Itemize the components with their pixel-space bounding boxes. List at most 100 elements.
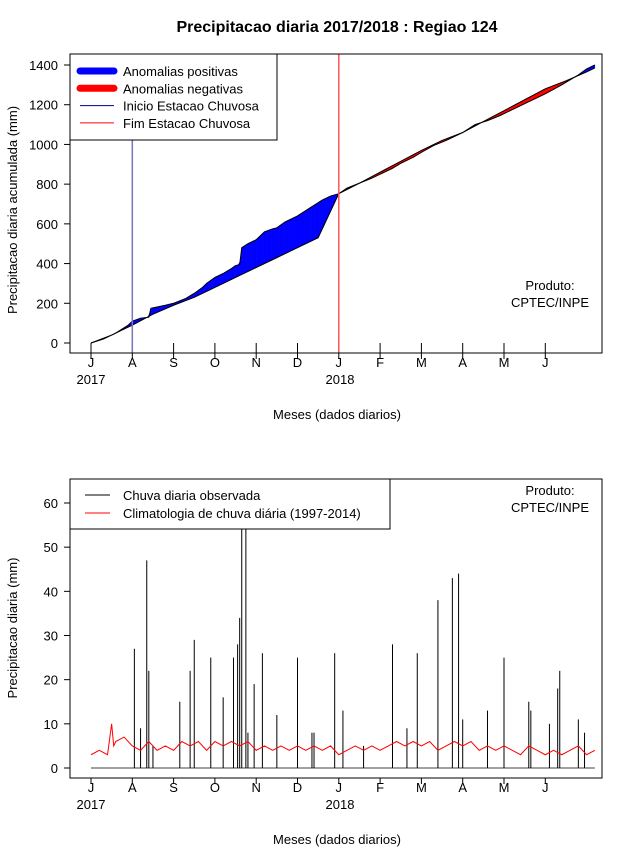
positive-anomaly-segment bbox=[309, 206, 312, 243]
positive-anomaly-segment bbox=[260, 232, 264, 266]
daily-x-tick-label: D bbox=[293, 780, 302, 795]
positive-anomaly-segment bbox=[246, 243, 249, 273]
cumulative-x-tick-label: M bbox=[499, 355, 510, 370]
positive-anomaly-segment bbox=[283, 220, 287, 255]
cumulative-y-tick-label: 1400 bbox=[29, 58, 58, 73]
cumulative-x-tick-label: J bbox=[542, 355, 549, 370]
positive-anomaly-segment bbox=[252, 240, 255, 270]
daily-y-tick-label: 20 bbox=[44, 673, 58, 688]
cumulative-x-tick-label: F bbox=[376, 355, 384, 370]
daily-x-tick-label: S bbox=[169, 780, 178, 795]
cumulative-x-axis-label: Meses (dados diarios) bbox=[273, 407, 401, 422]
positive-anomaly-segment bbox=[307, 207, 310, 244]
cumulative-x-tick-label: D bbox=[293, 355, 302, 370]
positive-anomaly-segment bbox=[279, 223, 283, 257]
positive-anomaly-segment bbox=[269, 228, 272, 262]
positive-anomaly-segment bbox=[258, 234, 262, 267]
daily-x-tick-label: M bbox=[499, 780, 510, 795]
positive-anomaly-segment bbox=[220, 273, 224, 285]
cumulative-x-tick-label: A bbox=[458, 355, 467, 370]
cumulative-x-tick-label: M bbox=[416, 355, 427, 370]
daily-y-tick-label: 0 bbox=[51, 761, 58, 776]
daily-x-tick-label: N bbox=[252, 780, 261, 795]
cumulative-y-tick-label: 400 bbox=[36, 257, 58, 272]
cumulative-y-tick-label: 800 bbox=[36, 177, 58, 192]
cumulative-y-tick-label: 600 bbox=[36, 217, 58, 232]
positive-anomaly-segment bbox=[225, 270, 228, 283]
daily-year-label-2017: 2017 bbox=[77, 797, 106, 812]
positive-anomaly-segment bbox=[319, 199, 323, 235]
positive-anomaly-segment bbox=[262, 231, 266, 265]
positive-anomaly-segment bbox=[281, 222, 285, 256]
positive-anomaly-segment bbox=[256, 236, 260, 268]
positive-anomaly-segment bbox=[216, 275, 220, 287]
daily-climatology-line bbox=[90, 723, 596, 756]
positive-anomaly-segment bbox=[304, 209, 308, 245]
cumulative-legend-label: Anomalias negativas bbox=[123, 81, 243, 96]
positive-anomaly-segment bbox=[296, 214, 300, 249]
positive-anomaly-segment bbox=[275, 226, 279, 259]
cumulative-y-tick-label: 200 bbox=[36, 296, 58, 311]
daily-year-label-2018: 2018 bbox=[326, 797, 355, 812]
positive-anomaly-segment bbox=[223, 271, 226, 284]
daily-x-axis-label: Meses (dados diarios) bbox=[273, 832, 401, 847]
daily-legend-label: Chuva diaria observada bbox=[123, 488, 261, 503]
positive-anomaly-segment bbox=[271, 228, 274, 261]
daily-x-tick-label: J bbox=[336, 780, 343, 795]
cumulative-x-tick-label: N bbox=[252, 355, 261, 370]
daily-x-tick-label: J bbox=[88, 780, 95, 795]
positive-anomaly-segment bbox=[244, 244, 247, 274]
cumulative-x-tick-label: J bbox=[336, 355, 343, 370]
chart-title: Precipitacao diaria 2017/2018 : Regiao 1… bbox=[176, 19, 497, 36]
cumulative-y-tick-label: 0 bbox=[51, 336, 58, 351]
daily-x-tick-label: A bbox=[458, 780, 467, 795]
positive-anomaly-segment bbox=[300, 211, 304, 247]
daily-x-tick-label: F bbox=[376, 780, 384, 795]
positive-anomaly-segment bbox=[250, 241, 253, 271]
cumulative-x-tick-label: S bbox=[169, 355, 178, 370]
daily-legend-label: Climatologia de chuva diária (1997-2014) bbox=[123, 506, 361, 521]
cumulative-x-tick-label: J bbox=[88, 355, 95, 370]
cumulative-x-tick-label: A bbox=[128, 355, 137, 370]
cumulative-legend-label: Anomalias positivas bbox=[123, 64, 238, 79]
cumulative-product-note-line2: CPTEC/INPE bbox=[511, 295, 589, 310]
cumulative-y-tick-label: 1000 bbox=[29, 137, 58, 152]
daily-legend bbox=[69, 478, 391, 530]
positive-anomaly-segment bbox=[265, 230, 268, 264]
observed-cumulative-line bbox=[90, 64, 596, 344]
positive-anomaly-segment bbox=[235, 264, 239, 278]
cumulative-product-note-line1: Produto: bbox=[525, 278, 574, 293]
positive-anomaly-segment bbox=[292, 216, 295, 251]
cumulative-year-label-2017: 2017 bbox=[77, 372, 106, 387]
daily-product-note-line1: Produto: bbox=[525, 483, 574, 498]
positive-anomaly-segment bbox=[254, 238, 258, 269]
positive-anomaly-segment bbox=[313, 203, 316, 241]
daily-y-tick-label: 60 bbox=[44, 496, 58, 511]
daily-plot-frame bbox=[69, 478, 603, 779]
daily-y-tick-label: 30 bbox=[44, 629, 58, 644]
positive-anomaly-segment bbox=[294, 215, 297, 250]
daily-x-tick-label: O bbox=[210, 780, 220, 795]
climatology-cumulative-line bbox=[90, 67, 596, 344]
positive-anomaly-segment bbox=[290, 217, 293, 252]
positive-anomaly-segment bbox=[302, 210, 306, 246]
cumulative-plot-frame bbox=[69, 53, 603, 354]
cumulative-x-tick-label: O bbox=[210, 355, 220, 370]
positive-anomaly-segment bbox=[267, 229, 270, 263]
daily-y-tick-label: 40 bbox=[44, 584, 58, 599]
positive-anomaly-segment bbox=[311, 205, 314, 242]
daily-y-tick-label: 50 bbox=[44, 540, 58, 555]
positive-anomaly-segment bbox=[241, 245, 245, 275]
positive-anomaly-segment bbox=[298, 213, 302, 248]
positive-anomaly-segment bbox=[227, 269, 230, 282]
positive-anomaly-segment bbox=[214, 276, 218, 288]
positive-anomaly-segment bbox=[286, 219, 289, 254]
positive-anomaly-segment bbox=[317, 201, 321, 239]
positive-anomaly-segment bbox=[233, 265, 237, 279]
positive-anomaly-segment bbox=[248, 242, 251, 272]
daily-rain-bars bbox=[90, 503, 596, 769]
positive-anomaly-segment bbox=[218, 274, 222, 286]
positive-anomaly-segment bbox=[315, 202, 318, 240]
daily-x-tick-label: J bbox=[542, 780, 549, 795]
